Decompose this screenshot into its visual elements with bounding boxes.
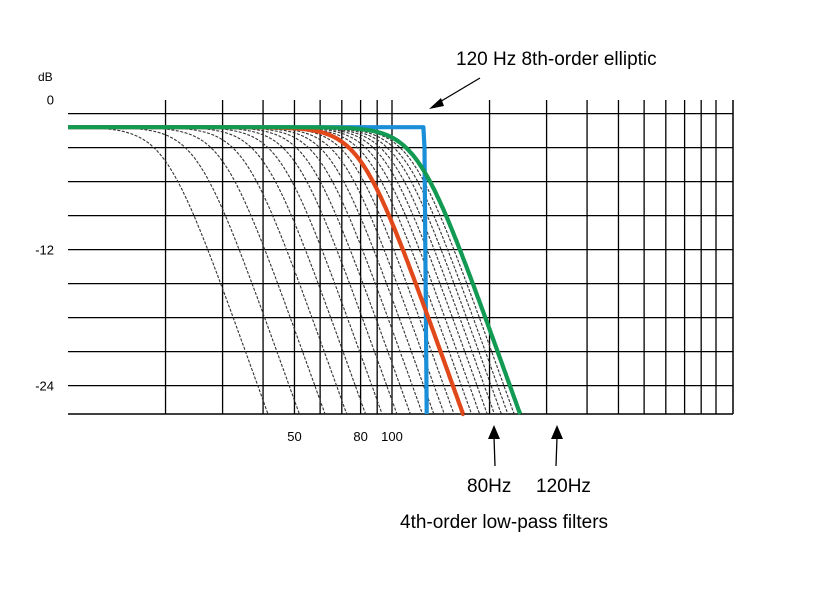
caption-text: 4th-order low-pass filters: [400, 512, 608, 533]
filter-curve-45hz: [68, 126, 384, 415]
filter-curve-70hz: [68, 126, 445, 415]
y-axis-unit-label: dB: [38, 70, 53, 84]
filter-curve-30hz: [68, 126, 327, 415]
series-120-hz-8th-order-elliptic: [68, 125, 429, 415]
x-tick-label: 100: [381, 429, 403, 444]
highlighted-series: [67, 125, 523, 417]
filter-curve-20hz: [68, 126, 270, 415]
elliptic-arrow: [429, 77, 481, 109]
y-tick-label: -12: [35, 243, 54, 258]
filter-curve-55hz: [68, 126, 412, 415]
filter-curve-25hz: [68, 126, 300, 415]
filter-curve-85hz: [68, 126, 473, 415]
filter-curve-35hz: [68, 126, 348, 415]
elliptic-annotation: 120 Hz 8th-order elliptic: [456, 49, 657, 70]
filter-curve-60hz: [68, 126, 424, 415]
filter-curve-105hz: [68, 126, 503, 415]
filter-curve-100hz: [68, 126, 496, 415]
filter-curve-65hz: [68, 126, 436, 415]
y-tick-label: 0: [47, 93, 54, 108]
filter-curve-75hz: [68, 126, 456, 415]
grid-lines: [68, 100, 734, 415]
marker-80hz-arrow: [488, 425, 500, 467]
filter-curve-50hz: [68, 126, 399, 415]
marker-120hz-label: 120Hz: [536, 476, 591, 497]
series-120hz: [67, 125, 523, 415]
y-tick-label: -24: [35, 379, 54, 394]
x-tick-label: 50: [287, 429, 301, 444]
marker-80hz-label: 80Hz: [467, 476, 511, 497]
y-tick-labels: 0 -12 -24: [35, 93, 54, 394]
marker-120hz-arrow: [551, 425, 563, 467]
x-tick-labels: 50 80 100: [287, 429, 403, 444]
filter-curve-40hz: [68, 126, 367, 415]
x-tick-label: 80: [353, 429, 367, 444]
